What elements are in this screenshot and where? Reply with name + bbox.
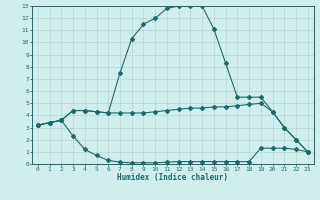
X-axis label: Humidex (Indice chaleur): Humidex (Indice chaleur) <box>117 173 228 182</box>
